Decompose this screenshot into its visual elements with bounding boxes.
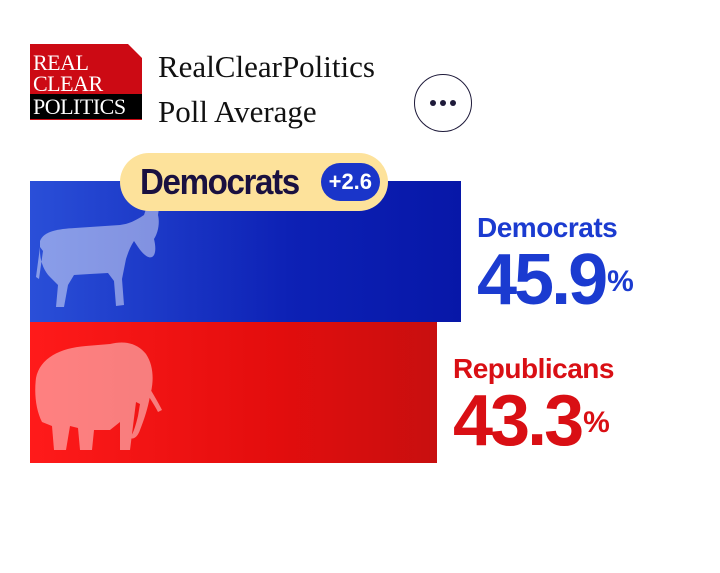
bar-democrats <box>30 181 461 322</box>
logo-fold <box>128 44 142 58</box>
more-options-button[interactable] <box>414 74 472 132</box>
leader-margin: +2.6 <box>320 163 381 201</box>
more-dots-icon <box>430 100 456 106</box>
logo-line-3: POLITICS <box>30 94 142 119</box>
source-title: RealClearPolitics Poll Average <box>158 44 375 134</box>
leader-badge: Democrats +2.6 <box>120 153 389 211</box>
category-label-republicans: Republicans <box>453 353 614 384</box>
source-subtitle: Poll Average <box>158 94 317 129</box>
bar-republicans <box>30 322 437 463</box>
percent-sign-democrats: % <box>607 265 634 298</box>
label-republicans: Republicans 43.3% <box>453 353 614 457</box>
value-label-democrats: 45.9% <box>477 240 634 320</box>
label-democrats: Democrats 45.9% <box>477 212 634 320</box>
logo-line-1: REAL <box>33 50 89 75</box>
value-label-republicans: 43.3% <box>453 381 610 461</box>
donkey-icon <box>36 201 160 307</box>
logo-line-2: CLEAR <box>33 71 103 96</box>
percent-sign-republicans: % <box>583 406 610 439</box>
category-label-democrats: Democrats <box>477 212 618 243</box>
elephant-icon <box>35 342 162 450</box>
leader-name: Democrats <box>140 161 300 202</box>
source-name: RealClearPolitics <box>158 49 375 84</box>
rcp-logo: REAL CLEAR POLITICS <box>30 44 142 120</box>
